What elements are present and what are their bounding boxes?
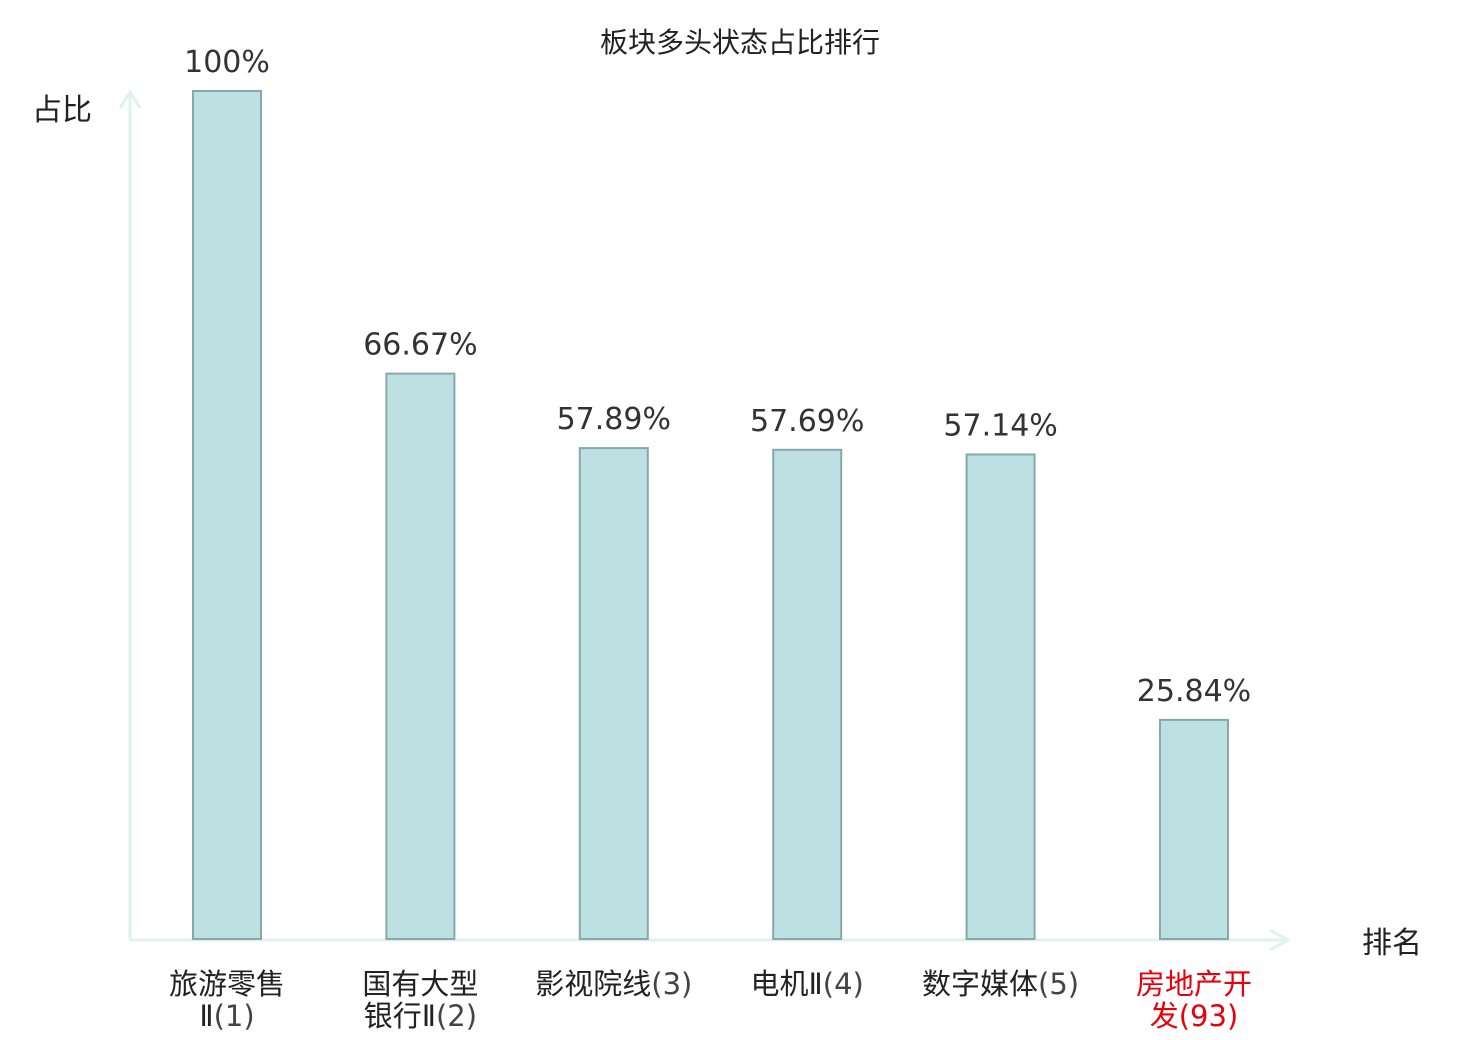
x-tick-label: 电机Ⅱ(4) [751,967,864,1001]
x-tick-rank: (4) [823,967,864,1001]
x-tick-rank: (93) [1179,999,1239,1033]
chart-title: 板块多头状态占比排行 [600,26,880,59]
bar [965,453,1036,940]
x-axis-label: 排名 [1362,926,1422,961]
bar [192,90,262,940]
x-tick-rank: (2) [436,999,477,1033]
bar [1159,718,1229,940]
x-axis-arrowhead [1269,928,1292,952]
bar-value-label: 100% [184,45,270,80]
x-tick-label-line: 旅游零售 [169,967,285,1001]
x-tick-label-line: 房地产开 [1136,967,1252,1001]
bar-value-label: 57.14% [943,408,1057,443]
bar-value-label: 25.84% [1137,674,1251,709]
x-tick-label-line: 发 [1150,999,1179,1033]
x-tick-label: 旅游零售 Ⅱ(1) [169,967,285,1033]
x-tick-label: 影视院线(3) [535,967,692,1001]
x-tick-rank: (3) [651,967,692,1001]
x-tick-label: 国有大型银行Ⅱ(2) [362,967,478,1033]
x-tick-label-line: Ⅱ [199,999,213,1033]
x-tick-rank: (5) [1038,967,1079,1001]
x-tick-label: 房地产开发(93) [1136,967,1252,1033]
bar-value-label: 57.69% [750,404,864,439]
x-tick-label-line: 数字媒体 [922,967,1038,1001]
x-tick-label-line: 影视院线 [535,967,651,1001]
bar-value-label: 66.67% [363,328,477,363]
x-tick-label-line: 电机Ⅱ [751,967,823,1001]
x-tick-label: 数字媒体(5) [922,967,1079,1001]
x-tick-rank: (1) [214,999,255,1033]
x-tick-label-line: 银行Ⅱ [364,999,436,1033]
y-axis-arrowhead [118,89,142,109]
x-tick-label-line: 国有大型 [362,967,478,1001]
y-axis-label: 占比 [32,93,92,128]
bar-value-label: 57.89% [557,402,671,437]
bar [578,447,649,940]
bar [772,448,843,940]
bar-series: 100% 旅游零售 Ⅱ(1) 66.67% 国有大型银行Ⅱ(2) 57.89% 影视院线(3… [169,45,1252,1033]
bar [385,372,456,940]
